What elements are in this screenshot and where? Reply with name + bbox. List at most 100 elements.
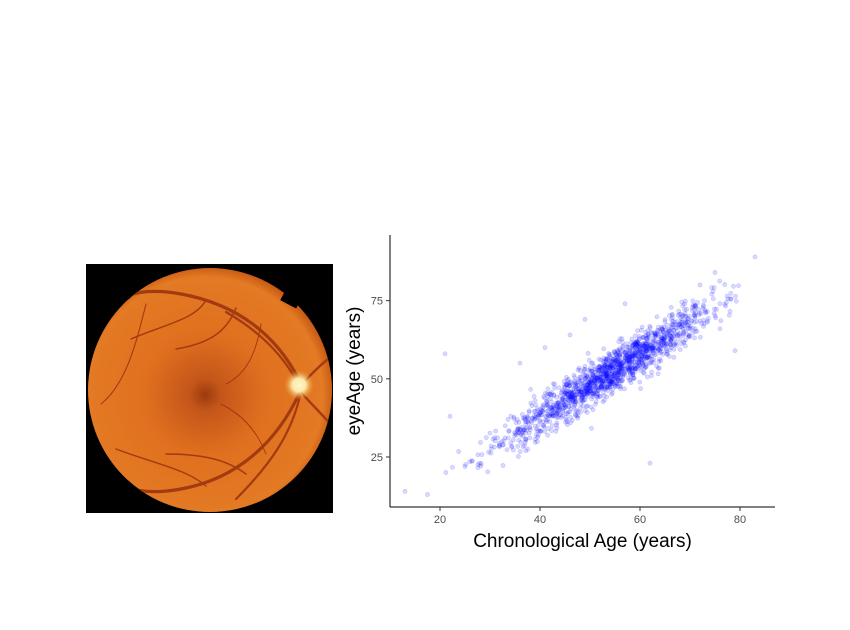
scatter-point	[600, 378, 606, 384]
scatter-point	[651, 340, 657, 345]
scatter-point	[523, 427, 529, 433]
scatter-point	[593, 399, 599, 405]
scatter-point	[644, 348, 650, 354]
scatter-point	[629, 361, 635, 367]
scatter-point	[588, 379, 594, 385]
scatter-point	[601, 386, 607, 392]
scatter-point	[568, 396, 574, 401]
scatter-point	[681, 340, 687, 346]
scatter-point	[717, 326, 723, 332]
scatter-point	[582, 364, 588, 369]
scatter-point	[568, 406, 574, 412]
scatter-point	[609, 370, 615, 376]
scatter-point	[669, 312, 675, 318]
scatter-point	[636, 356, 642, 362]
scatter-point	[714, 307, 719, 312]
scatter-point	[500, 442, 506, 448]
scatter-point	[692, 312, 698, 318]
scatter-point	[598, 376, 604, 382]
scatter-point	[620, 372, 626, 378]
scatter-point	[602, 362, 608, 368]
scatter-point	[593, 378, 599, 384]
scatter-point	[514, 429, 520, 435]
scatter-point	[672, 336, 678, 342]
scatter-point	[542, 413, 548, 419]
scatter-point	[575, 386, 581, 392]
scatter-point	[606, 369, 612, 375]
scatter-point	[562, 384, 568, 390]
scatter-point	[674, 328, 680, 334]
scatter-point	[647, 342, 653, 347]
scatter-point	[587, 387, 593, 393]
scatter-point	[566, 395, 572, 401]
scatter-point	[692, 310, 698, 316]
scatter-point	[615, 370, 621, 376]
scatter-point	[621, 370, 627, 376]
scatter-point	[666, 330, 672, 336]
scatter-point	[582, 366, 588, 372]
scatter-point	[525, 446, 531, 452]
scatter-point	[540, 422, 546, 428]
scatter-point	[606, 369, 612, 375]
scatter-point	[532, 398, 538, 404]
scatter-point	[624, 352, 630, 358]
scatter-point	[637, 346, 643, 352]
scatter-point	[565, 419, 570, 425]
scatter-point	[654, 346, 660, 351]
scatter-point	[598, 365, 604, 371]
scatter-point	[510, 447, 516, 453]
scatter-point	[592, 382, 598, 388]
scatter-point	[606, 352, 612, 357]
retina-disc	[88, 268, 332, 512]
scatter-point	[590, 369, 595, 374]
scatter-point	[535, 408, 541, 413]
scatter-point	[592, 376, 597, 382]
scatter-point	[520, 429, 526, 434]
scatter-point	[625, 356, 631, 362]
scatter-point	[642, 351, 648, 357]
scatter-point	[605, 357, 611, 363]
scatter-point	[646, 345, 652, 351]
scatter-point	[528, 400, 534, 406]
scatter-point	[623, 366, 629, 372]
scatter-point	[584, 375, 590, 381]
scatter-point	[554, 394, 560, 400]
scatter-point	[620, 360, 626, 366]
scatter-point	[614, 370, 620, 376]
scatter-point	[601, 393, 607, 399]
scatter-point	[627, 377, 633, 383]
scatter-point	[618, 374, 624, 379]
scatter-point	[508, 413, 514, 419]
scatter-point	[618, 368, 624, 373]
scatter-point	[548, 404, 554, 410]
scatter-point	[655, 371, 661, 377]
scatter-point	[568, 379, 573, 385]
scatter-point	[632, 350, 637, 356]
scatter-point	[545, 386, 551, 392]
scatter-point	[597, 374, 603, 380]
scatter-point	[607, 377, 613, 383]
scatter-point	[607, 374, 612, 380]
scatter-point	[633, 339, 639, 345]
scatter-point	[512, 431, 518, 437]
scatter-point	[685, 332, 690, 338]
scatter-point	[598, 378, 604, 384]
scatter-point	[651, 338, 657, 343]
scatter-point	[614, 365, 620, 370]
scatter-point	[601, 370, 607, 376]
scatter-point	[601, 358, 606, 364]
scatter-point	[645, 334, 651, 340]
scatter-point	[592, 364, 597, 369]
scatter-point	[627, 372, 633, 378]
scatter-point	[535, 432, 541, 438]
scatter-point	[605, 384, 611, 390]
scatter-point	[630, 370, 636, 376]
scatter-point	[595, 385, 600, 391]
scatter-point	[545, 394, 551, 400]
scatter-point	[689, 318, 694, 324]
scatter-point	[523, 436, 529, 442]
scatter-point	[456, 449, 462, 454]
scatter-point	[685, 323, 691, 329]
scatter-point	[475, 462, 481, 467]
scatter-point	[548, 399, 554, 405]
